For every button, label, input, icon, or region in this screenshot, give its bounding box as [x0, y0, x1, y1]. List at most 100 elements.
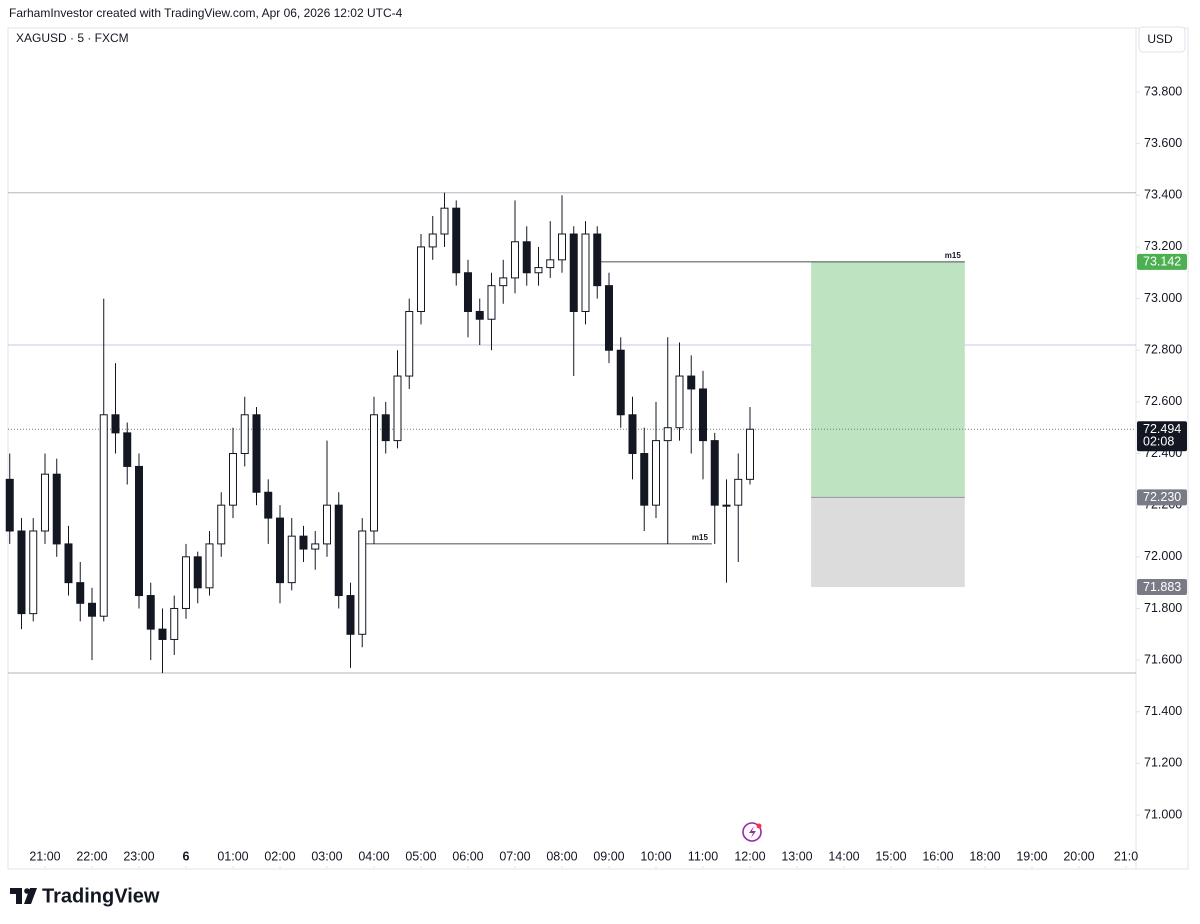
- x-tick-label: 03:00: [311, 849, 342, 863]
- candle-body: [393, 375, 402, 442]
- stop-tag-label: 71.883: [1143, 580, 1181, 594]
- candle-body: [170, 607, 179, 640]
- candle-body: [381, 414, 390, 442]
- candle-body: [722, 504, 731, 507]
- x-tick-label: 07:00: [499, 849, 530, 863]
- candle-body: [557, 233, 566, 261]
- candle-body: [616, 349, 625, 416]
- candle-body: [111, 414, 120, 434]
- last-price-label: 72.494: [1143, 422, 1181, 436]
- candle-body: [217, 504, 226, 545]
- x-tick-label: 6: [183, 849, 190, 863]
- entry-tag-box: [1137, 489, 1187, 506]
- candle-body: [205, 543, 214, 589]
- stop-tag-box: [1137, 579, 1187, 596]
- candle-body: [499, 277, 508, 287]
- x-tick-label: 05:00: [405, 849, 436, 863]
- candle-body: [158, 628, 167, 640]
- m15-label: m15: [945, 251, 962, 260]
- candle-body: [5, 478, 14, 532]
- x-tick-label: 13:00: [781, 849, 812, 863]
- header-text: FarhamInvestor created with TradingView.…: [9, 6, 403, 20]
- y-tick-label: 73.400: [1144, 188, 1182, 202]
- last-price-box: [1137, 421, 1187, 452]
- candle-body: [369, 414, 378, 532]
- candle-body: [710, 440, 719, 506]
- candle-body: [628, 414, 637, 455]
- candle-body: [734, 478, 743, 506]
- y-tick-label: 73.200: [1144, 239, 1182, 253]
- footer-logo: TradingView: [10, 885, 160, 907]
- candle-body: [322, 504, 331, 545]
- candle-body: [651, 440, 660, 506]
- currency-label[interactable]: USD: [1147, 32, 1173, 46]
- entry-tag-label: 72.230: [1143, 490, 1181, 504]
- y-tick-label: 71.200: [1144, 756, 1182, 770]
- candle-body: [675, 375, 684, 429]
- candle-body: [76, 582, 85, 604]
- y-tick-label: 71.000: [1144, 807, 1182, 821]
- candle-body: [569, 233, 578, 312]
- x-tick-label: 18:00: [969, 849, 1000, 863]
- candle-body: [604, 285, 613, 351]
- candle-body: [487, 285, 496, 320]
- candle-body: [228, 453, 237, 506]
- lightning-icon[interactable]: [742, 822, 762, 842]
- candle-body: [134, 465, 143, 597]
- candle-body: [334, 504, 343, 597]
- stop-zone: [811, 497, 965, 588]
- y-tick-label: 73.600: [1144, 136, 1182, 150]
- candle-body: [663, 427, 672, 442]
- x-tick-label: 20:00: [1063, 849, 1094, 863]
- y-tick-label: 73.800: [1144, 84, 1182, 98]
- candle-body: [452, 207, 461, 274]
- y-tick-label: 73.000: [1144, 291, 1182, 305]
- y-tick-label: 71.800: [1144, 601, 1182, 615]
- candle-body: [546, 259, 555, 269]
- target-tag-box: [1137, 253, 1187, 270]
- candle-body: [252, 414, 261, 493]
- candle-body: [299, 535, 308, 550]
- candle-body: [416, 246, 425, 312]
- candle-body: [593, 233, 602, 287]
- target-tag-label: 73.142: [1143, 255, 1181, 269]
- candle-body: [64, 543, 73, 584]
- candle-body: [698, 388, 707, 442]
- m15-label: m15: [692, 533, 709, 542]
- candle-body: [240, 414, 249, 455]
- y-tick-label: 71.600: [1144, 652, 1182, 666]
- x-tick-label: 04:00: [358, 849, 389, 863]
- candle-body: [463, 272, 472, 312]
- symbol-label: XAGUSD · 5 · FXCM: [16, 31, 129, 45]
- candle-body: [475, 310, 484, 320]
- y-tick-label: 72.000: [1144, 549, 1182, 563]
- candle-body: [29, 530, 38, 615]
- chart-frame: [7, 27, 1189, 870]
- x-tick-label: 15:00: [875, 849, 906, 863]
- candle-body: [745, 428, 754, 480]
- y-tick-label: 72.600: [1144, 394, 1182, 408]
- candle-body: [193, 556, 202, 589]
- x-tick-label: 21:0: [1114, 849, 1138, 863]
- x-tick-label: 11:00: [688, 849, 718, 863]
- candle-body: [40, 473, 49, 532]
- candle-body: [287, 535, 296, 584]
- candle-body: [346, 595, 355, 635]
- y-tick-label: 72.800: [1144, 343, 1182, 357]
- candle-body: [264, 491, 273, 519]
- candle-body: [17, 530, 26, 615]
- x-tick-label: 14:00: [828, 849, 859, 863]
- candle-body: [87, 602, 96, 617]
- currency-button[interactable]: [1138, 26, 1186, 53]
- candle-body: [640, 453, 649, 506]
- candle-body: [99, 414, 108, 617]
- x-tick-label: 10:00: [640, 849, 671, 863]
- x-tick-label: 06:00: [452, 849, 483, 863]
- footer-logo-text: TradingView: [42, 885, 160, 907]
- candle-body: [181, 556, 190, 609]
- x-tick-label: 22:00: [76, 849, 107, 863]
- x-tick-label: 08:00: [546, 849, 577, 863]
- candle-body: [428, 233, 437, 248]
- countdown-label: 02:08: [1143, 435, 1174, 449]
- x-tick-label: 16:00: [922, 849, 953, 863]
